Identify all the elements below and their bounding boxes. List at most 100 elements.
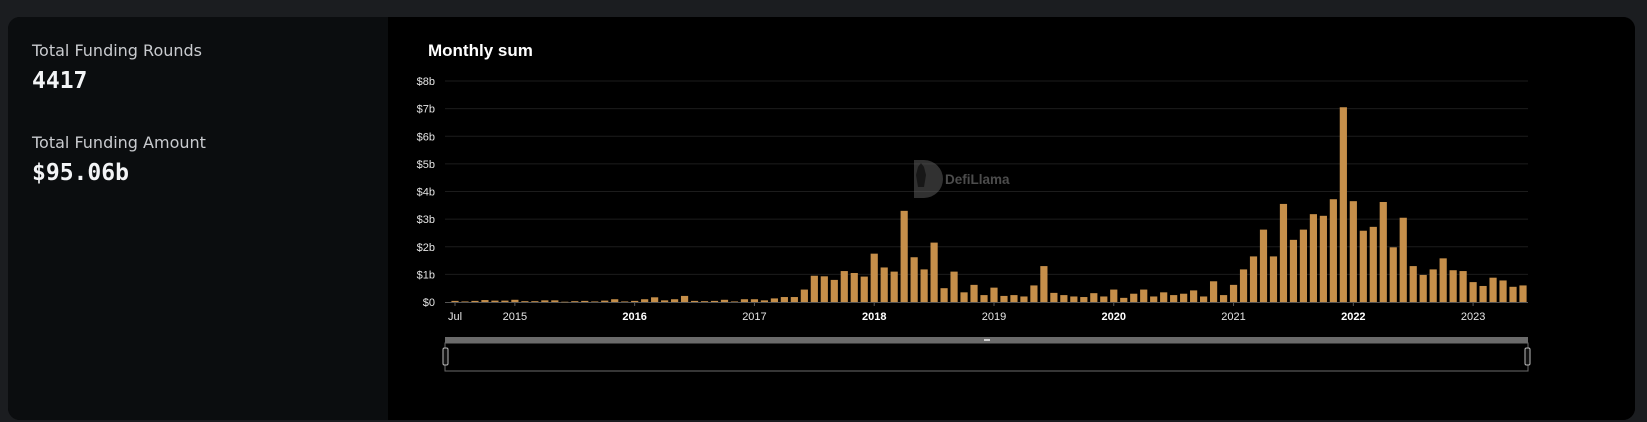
range-slider[interactable]	[442, 337, 1531, 372]
bar	[1020, 296, 1028, 302]
bar	[1499, 280, 1507, 302]
bar	[790, 297, 798, 302]
bar	[990, 287, 998, 302]
bar	[1110, 289, 1118, 302]
bar	[1279, 203, 1288, 302]
bars	[451, 107, 1527, 303]
total-rounds-label: Total Funding Rounds	[32, 41, 203, 60]
bar	[1140, 289, 1148, 302]
bar	[1419, 274, 1427, 302]
bar	[1130, 293, 1138, 302]
slider-grip-icon	[984, 339, 990, 341]
bar	[1439, 258, 1447, 302]
bar	[1160, 292, 1168, 302]
x-tick-label: 2015	[503, 311, 527, 323]
bar	[860, 276, 868, 302]
chart-area: Monthly sum $0 $1b $2b $3b $4b $5b $6b $7b $8b J…	[388, 17, 1635, 420]
y-tick-label: $1b	[417, 269, 435, 281]
funding-panel: Total Funding Rounds 4417 Total Funding …	[8, 17, 1635, 420]
bar	[501, 300, 509, 302]
bar	[1509, 286, 1517, 302]
bar	[561, 301, 569, 303]
bar	[1339, 107, 1347, 303]
slider-window[interactable]	[444, 342, 1529, 372]
bar	[930, 242, 938, 302]
bar	[800, 289, 808, 302]
total-amount-value: $95.06b	[32, 160, 129, 186]
x-tick-label: 2021	[1221, 311, 1245, 323]
bar	[880, 267, 888, 302]
bar	[1469, 282, 1477, 302]
x-tick-label: 2017	[742, 311, 766, 323]
bar	[1180, 293, 1188, 302]
bar	[1479, 285, 1487, 302]
bar	[890, 271, 898, 302]
bar	[511, 299, 519, 302]
bar	[920, 269, 928, 302]
stats-sidebar: Total Funding Rounds 4417 Total Funding …	[8, 17, 388, 420]
total-amount-label: Total Funding Amount	[32, 133, 206, 152]
bar	[970, 284, 978, 302]
bar	[651, 297, 659, 302]
bar	[541, 300, 549, 302]
x-tick-label: 2016	[622, 311, 646, 323]
bar	[870, 253, 878, 302]
grid-lines	[445, 80, 1528, 303]
bar	[1399, 217, 1407, 302]
chart-title: Monthly sum	[428, 41, 533, 60]
bar	[621, 301, 629, 302]
bar	[1090, 293, 1098, 302]
bar	[1170, 295, 1178, 302]
bar	[1040, 266, 1048, 302]
bar	[850, 272, 858, 302]
bar	[1389, 247, 1397, 302]
bar	[980, 295, 988, 302]
bar	[1249, 256, 1258, 302]
bar	[690, 300, 699, 302]
bar	[670, 299, 679, 302]
y-tick-label: $0	[423, 297, 435, 309]
bar	[730, 301, 739, 302]
bar	[1349, 201, 1357, 302]
bar	[810, 275, 818, 302]
bar	[1379, 201, 1387, 302]
bar	[830, 279, 838, 302]
x-tick-label: 2022	[1341, 311, 1365, 323]
bar	[770, 298, 778, 302]
bar	[900, 210, 908, 302]
bar	[910, 257, 918, 302]
bar	[641, 299, 649, 302]
bar	[1080, 297, 1088, 302]
bar	[461, 301, 469, 302]
bar	[571, 301, 579, 302]
bar	[1449, 270, 1457, 302]
bar	[1209, 281, 1218, 302]
bar	[611, 299, 619, 302]
bar	[760, 300, 769, 302]
bar	[661, 300, 669, 302]
bar	[780, 297, 788, 302]
bar	[631, 300, 639, 302]
bar	[840, 271, 848, 302]
x-tick-label: 2020	[1102, 311, 1126, 323]
bar	[481, 300, 489, 302]
bar	[960, 292, 968, 302]
x-tick-label: 2018	[862, 311, 886, 323]
bar	[1459, 271, 1467, 302]
bar	[1030, 285, 1038, 302]
bar	[1519, 285, 1527, 302]
slider-handle-left[interactable]	[442, 347, 449, 366]
bar	[1050, 292, 1058, 302]
y-axis-ticks: $0 $1b $2b $3b $4b $5b $6b $7b $8b	[417, 76, 435, 309]
bar	[1489, 277, 1497, 302]
slider-handle-right[interactable]	[1524, 347, 1531, 366]
bar	[491, 300, 499, 302]
bar	[680, 295, 689, 302]
watermark-text: DefiLlama	[945, 172, 1010, 187]
bar	[1319, 215, 1327, 302]
bar	[1200, 296, 1208, 302]
bar	[1329, 199, 1337, 302]
bar	[1299, 229, 1308, 302]
bar	[1239, 269, 1248, 302]
y-tick-label: $2b	[417, 242, 435, 254]
